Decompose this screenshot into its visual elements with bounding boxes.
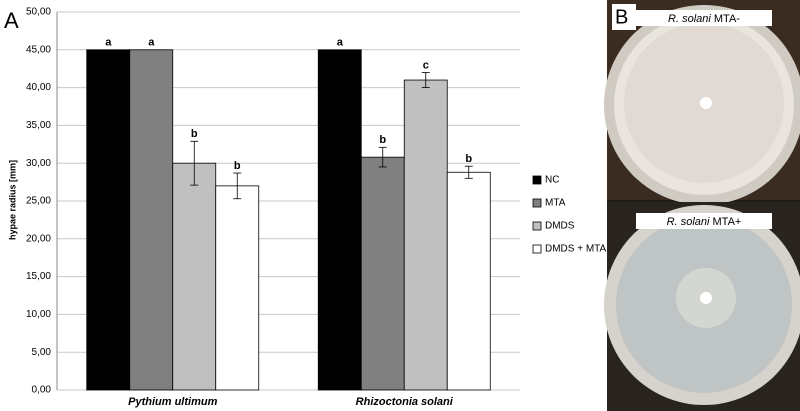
photo-label: R. solani MTA+ xyxy=(667,216,742,228)
y-tick-label: 40,00 xyxy=(26,82,51,93)
y-tick-label: 5,00 xyxy=(32,347,52,358)
treatment: MTA- xyxy=(714,13,740,25)
legend-swatch xyxy=(532,175,542,185)
organism: R. solani xyxy=(667,216,710,228)
legend-swatch xyxy=(532,244,542,254)
y-tick-label: 20,00 xyxy=(26,233,51,244)
y-tick-label: 35,00 xyxy=(26,120,51,131)
photo-label-box xyxy=(636,213,772,229)
significance-letter: a xyxy=(105,37,112,49)
photo-label: R. solani MTA- xyxy=(668,13,740,25)
legend-label: DMDS + MTA xyxy=(545,244,607,255)
bar xyxy=(317,49,362,391)
error-bar xyxy=(421,72,430,88)
significance-letter: b xyxy=(234,160,241,172)
bar xyxy=(172,162,217,391)
bar xyxy=(129,49,174,391)
y-tick-label: 30,00 xyxy=(26,158,51,169)
significance-letter: a xyxy=(337,37,344,49)
error-bar xyxy=(190,140,199,186)
organism: R. solani xyxy=(668,13,711,25)
y-tick-label: 15,00 xyxy=(26,271,51,282)
photo-panel: R. solani MTA- R. solani MTA+ B xyxy=(604,0,800,411)
legend-label: NC xyxy=(545,175,559,186)
inoculum xyxy=(700,97,712,109)
significance-letter: b xyxy=(465,153,472,165)
y-tick-label: 45,00 xyxy=(26,44,51,55)
bar xyxy=(360,156,405,391)
legend-label: MTA xyxy=(545,198,566,209)
bar xyxy=(403,79,448,391)
bar xyxy=(446,171,491,391)
panel-label-box xyxy=(612,4,636,30)
inoculum xyxy=(700,292,712,304)
photo-label-box xyxy=(636,10,772,26)
significance-letter: b xyxy=(191,128,198,140)
legend-label: DMDS xyxy=(545,221,575,232)
y-axis-label: hypae radius [mm] xyxy=(7,160,17,240)
error-bar xyxy=(378,146,387,168)
y-tick-label: 25,00 xyxy=(26,196,51,207)
significance-letter: c xyxy=(423,59,429,71)
x-tick-label: Pythium ultimum xyxy=(128,396,217,408)
significance-letter: a xyxy=(148,37,155,49)
y-tick-label: 0,00 xyxy=(32,385,52,396)
significance-letter: b xyxy=(379,134,386,146)
y-tick-label: 10,00 xyxy=(26,309,51,320)
error-bar xyxy=(233,172,242,200)
bar xyxy=(86,49,131,391)
error-bar xyxy=(464,165,473,179)
legend-swatch xyxy=(532,198,542,208)
legend-swatch xyxy=(532,221,542,231)
treatment: MTA+ xyxy=(713,216,742,228)
panel-label: B xyxy=(615,6,628,28)
panel-label: A xyxy=(4,8,19,33)
bar xyxy=(215,185,260,391)
x-tick-label: Rhizoctonia solani xyxy=(356,396,454,408)
y-tick-label: 50,00 xyxy=(26,7,51,18)
